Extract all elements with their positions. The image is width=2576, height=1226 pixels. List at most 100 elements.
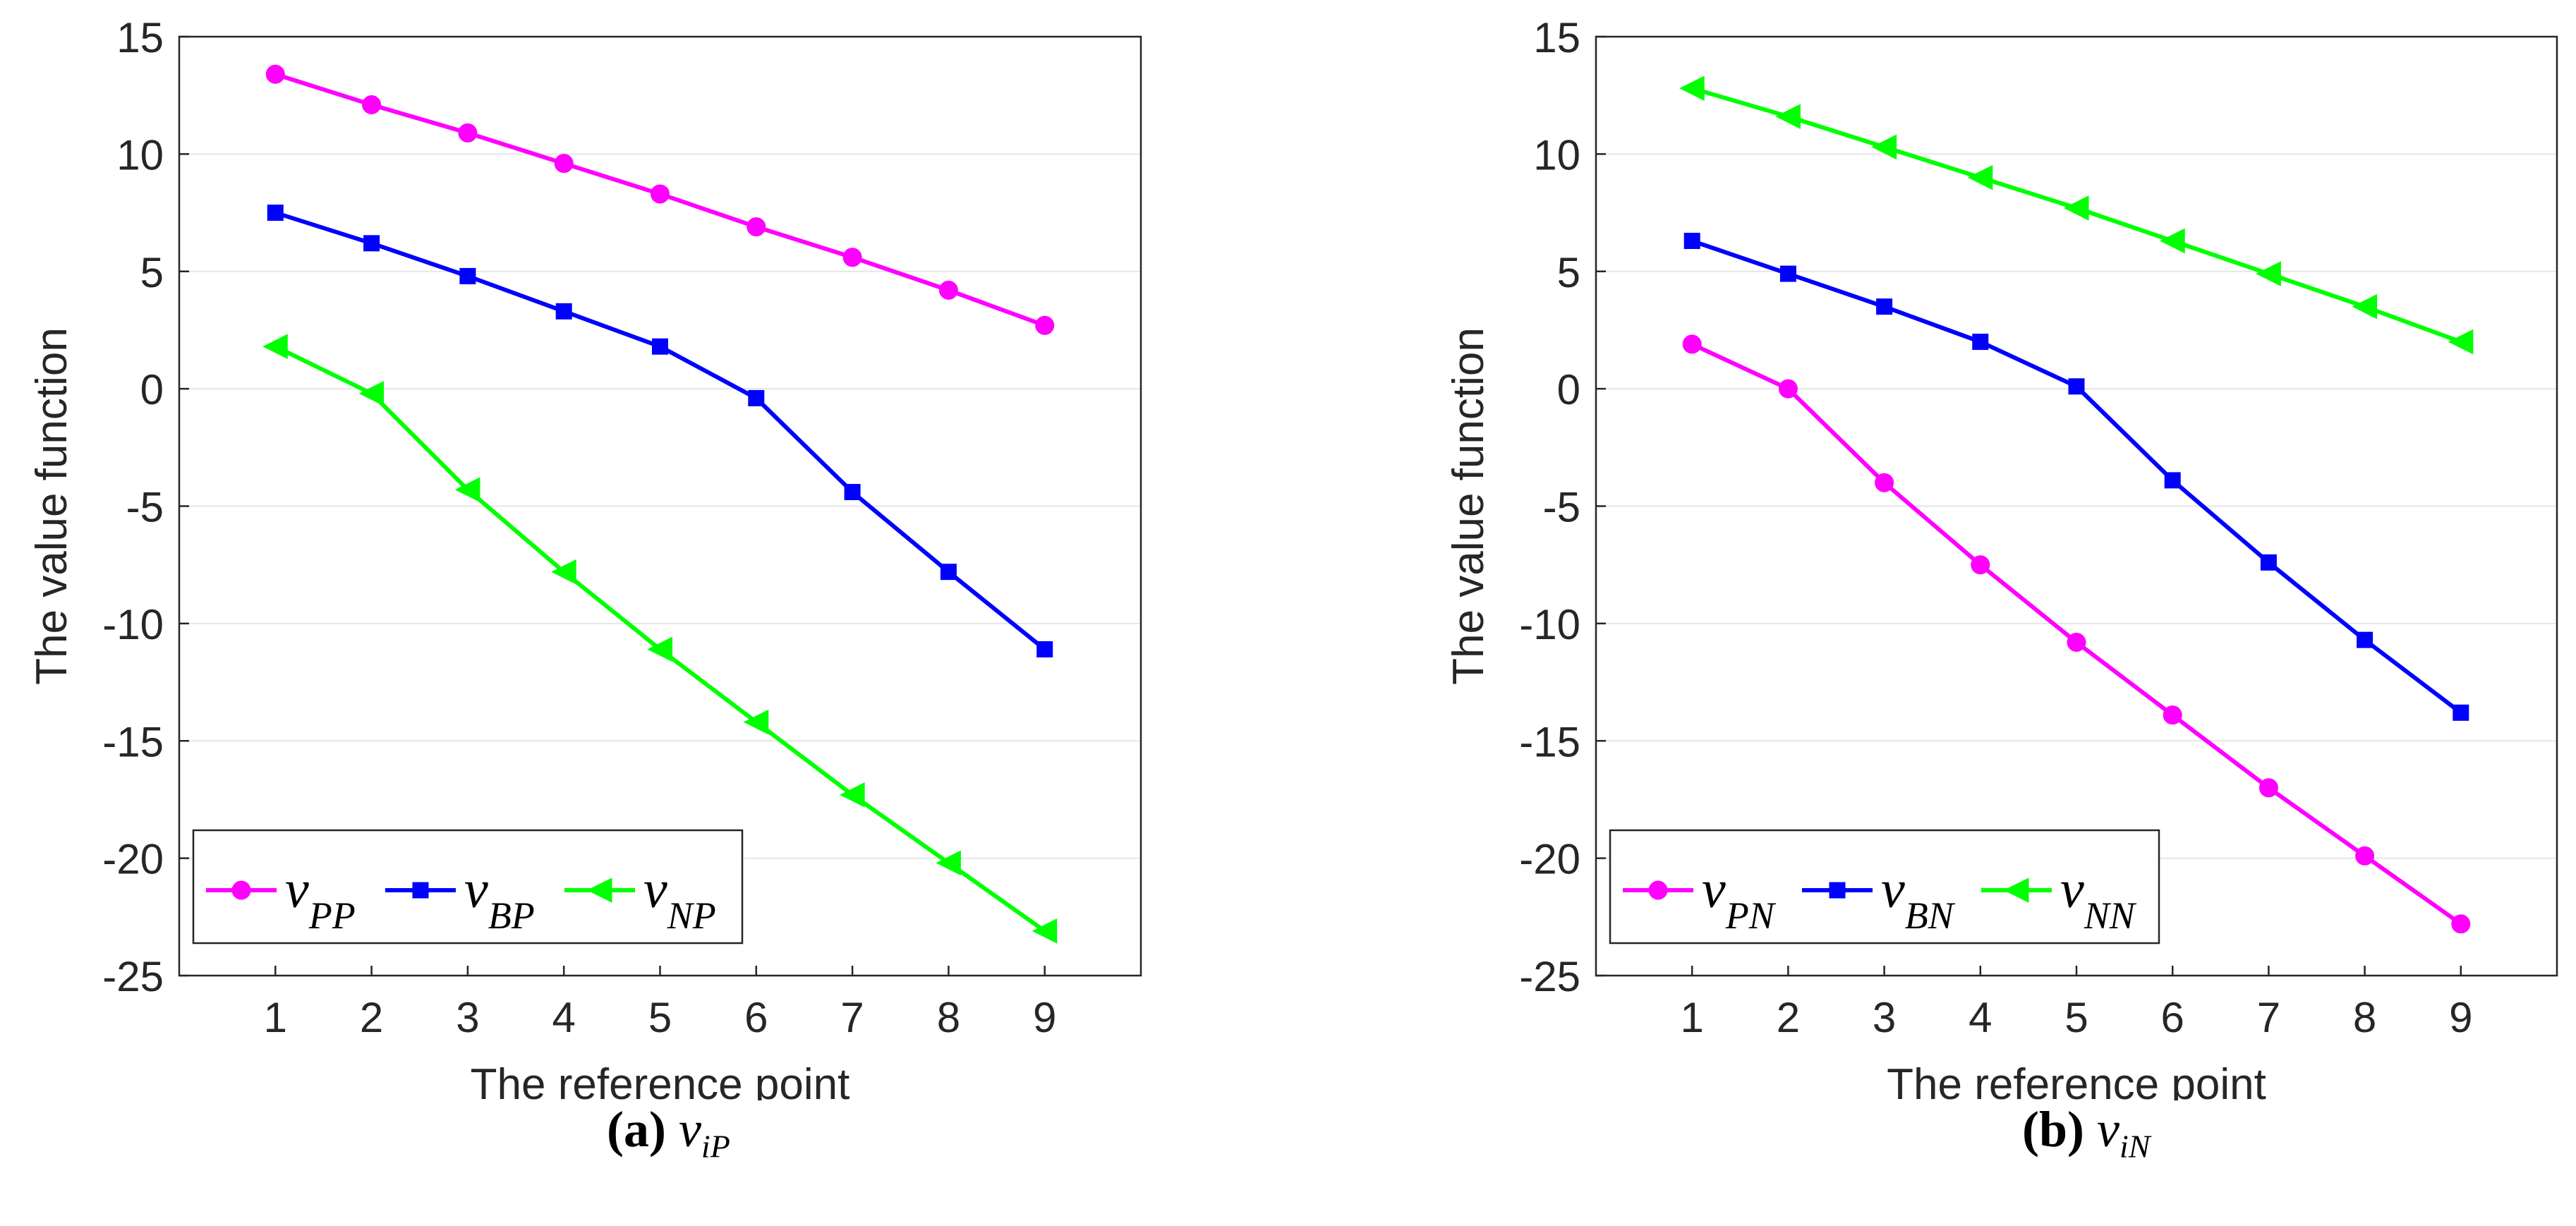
series-np bbox=[262, 334, 1058, 944]
data-point-nn bbox=[1679, 75, 1705, 102]
legend-box bbox=[1609, 829, 2160, 945]
data-point-pp bbox=[458, 123, 478, 142]
legend-marker-nn bbox=[2003, 878, 2029, 903]
data-point-np bbox=[1032, 918, 1058, 944]
x-tick-label: 8 bbox=[2353, 994, 2376, 1041]
legend-label-bp: vBP bbox=[464, 860, 535, 937]
y-tick-label: 5 bbox=[140, 249, 164, 296]
legend-marker-np bbox=[586, 878, 612, 903]
data-point-pp bbox=[265, 64, 285, 84]
x-tick-label: 3 bbox=[456, 994, 479, 1041]
y-tick-label: 10 bbox=[1533, 131, 1580, 178]
series-line-nn bbox=[1691, 86, 2462, 344]
data-point-pp bbox=[938, 280, 958, 300]
data-point-np bbox=[647, 636, 672, 662]
data-point-nn bbox=[2448, 329, 2474, 355]
data-point-pn bbox=[2258, 778, 2278, 798]
data-point-np bbox=[551, 559, 576, 585]
chart-b: 15 10 5 0 -5 -10 -15 -20 -25 1 2 3 4 5 6 7 8 9 The referen… bbox=[1444, 14, 2558, 1109]
y-tick-label: -25 bbox=[102, 953, 164, 1000]
data-point-bp bbox=[652, 338, 668, 355]
legend-label-bn: vBN bbox=[1881, 860, 1956, 937]
data-point-bp bbox=[748, 389, 765, 406]
caption-b-label: (b) bbox=[2022, 1101, 2084, 1158]
data-point-bn bbox=[2260, 554, 2277, 571]
data-point-bn bbox=[1972, 334, 1989, 351]
y-tick-label: -20 bbox=[1519, 836, 1580, 883]
data-point-pp bbox=[362, 95, 382, 114]
data-point-pn bbox=[2067, 632, 2086, 652]
caption-a-label: (a) bbox=[607, 1101, 666, 1158]
series-pn bbox=[1682, 334, 2471, 934]
legend-marker-pn bbox=[1648, 880, 1668, 900]
y-tick-label: 15 bbox=[1533, 14, 1580, 61]
legend-marker-bn bbox=[1829, 882, 1846, 899]
data-point-pp bbox=[651, 184, 670, 204]
y-tick-label: -15 bbox=[102, 718, 164, 765]
y-tick-label: -5 bbox=[126, 484, 164, 531]
data-point-np bbox=[936, 850, 961, 876]
x-tick-label: 1 bbox=[264, 994, 287, 1041]
data-point-bn bbox=[2357, 631, 2374, 648]
caption-a-subscript: iP bbox=[701, 1128, 730, 1165]
y-tick-label: -20 bbox=[102, 836, 164, 883]
legend-label-np: vNP bbox=[643, 860, 716, 937]
data-point-np bbox=[839, 782, 865, 808]
y-tick-label: -5 bbox=[1543, 484, 1580, 531]
data-point-pp bbox=[554, 154, 574, 174]
data-point-bp bbox=[940, 564, 957, 581]
x-tick-label: 9 bbox=[1033, 994, 1056, 1041]
x-tick-label: 1 bbox=[1681, 994, 1704, 1041]
data-point-bn bbox=[2164, 472, 2181, 489]
x-tick-label: 2 bbox=[360, 994, 383, 1041]
data-point-pp bbox=[1035, 315, 1055, 335]
data-point-pn bbox=[1971, 555, 1990, 575]
data-point-bp bbox=[555, 303, 572, 320]
x-tick-label: 5 bbox=[2064, 994, 2088, 1041]
x-tick-label: 6 bbox=[744, 994, 768, 1041]
data-point-pn bbox=[2451, 914, 2471, 934]
data-point-bn bbox=[2453, 704, 2469, 721]
data-point-pn bbox=[1682, 334, 1702, 354]
data-point-bn bbox=[1876, 298, 1893, 315]
data-point-bp bbox=[459, 267, 476, 284]
y-tick-label: -15 bbox=[1519, 718, 1580, 765]
data-point-np bbox=[454, 477, 480, 503]
y-tick-label: 10 bbox=[116, 131, 164, 178]
y-tick-label: -10 bbox=[1519, 601, 1580, 648]
data-point-pp bbox=[842, 248, 862, 267]
x-tick-label: 8 bbox=[937, 994, 960, 1041]
data-point-bn bbox=[2068, 378, 2085, 395]
data-point-pp bbox=[746, 217, 766, 237]
x-tick-label: 9 bbox=[2449, 994, 2472, 1041]
series-bn bbox=[1683, 232, 2469, 721]
y-tick-label: 5 bbox=[1557, 249, 1580, 296]
data-point-bp bbox=[844, 484, 861, 501]
x-axis-label: The reference point bbox=[1887, 1060, 2266, 1100]
legend: vPP vBP vNP bbox=[192, 829, 744, 945]
y-tick-label: 15 bbox=[116, 14, 164, 61]
caption-b-subscript: iN bbox=[2119, 1128, 2151, 1165]
legend-label-pn: vPN bbox=[1702, 860, 1777, 937]
legend-label-nn: vNN bbox=[2060, 860, 2137, 937]
data-point-pn bbox=[2163, 705, 2182, 725]
caption-b-symbol: v bbox=[2097, 1101, 2120, 1158]
x-tick-label: 3 bbox=[1873, 994, 1896, 1041]
data-point-nn bbox=[1871, 134, 1897, 160]
x-tick-label: 5 bbox=[648, 994, 672, 1041]
data-point-np bbox=[743, 709, 769, 735]
data-point-np bbox=[358, 380, 385, 406]
y-tick-label: 0 bbox=[1557, 366, 1580, 413]
data-point-nn bbox=[2352, 293, 2378, 320]
legend: vPN vBN vNN bbox=[1609, 829, 2160, 945]
caption-a-symbol: v bbox=[678, 1101, 701, 1158]
legend-label-pp: vPP bbox=[285, 860, 356, 937]
y-tick-label: -25 bbox=[1519, 953, 1580, 1000]
data-point-pn bbox=[1875, 473, 1894, 492]
data-point-np bbox=[262, 334, 288, 360]
caption-b: (b) viN bbox=[2022, 1100, 2150, 1165]
y-tick-label: -10 bbox=[102, 601, 164, 648]
series-pp bbox=[265, 64, 1055, 335]
